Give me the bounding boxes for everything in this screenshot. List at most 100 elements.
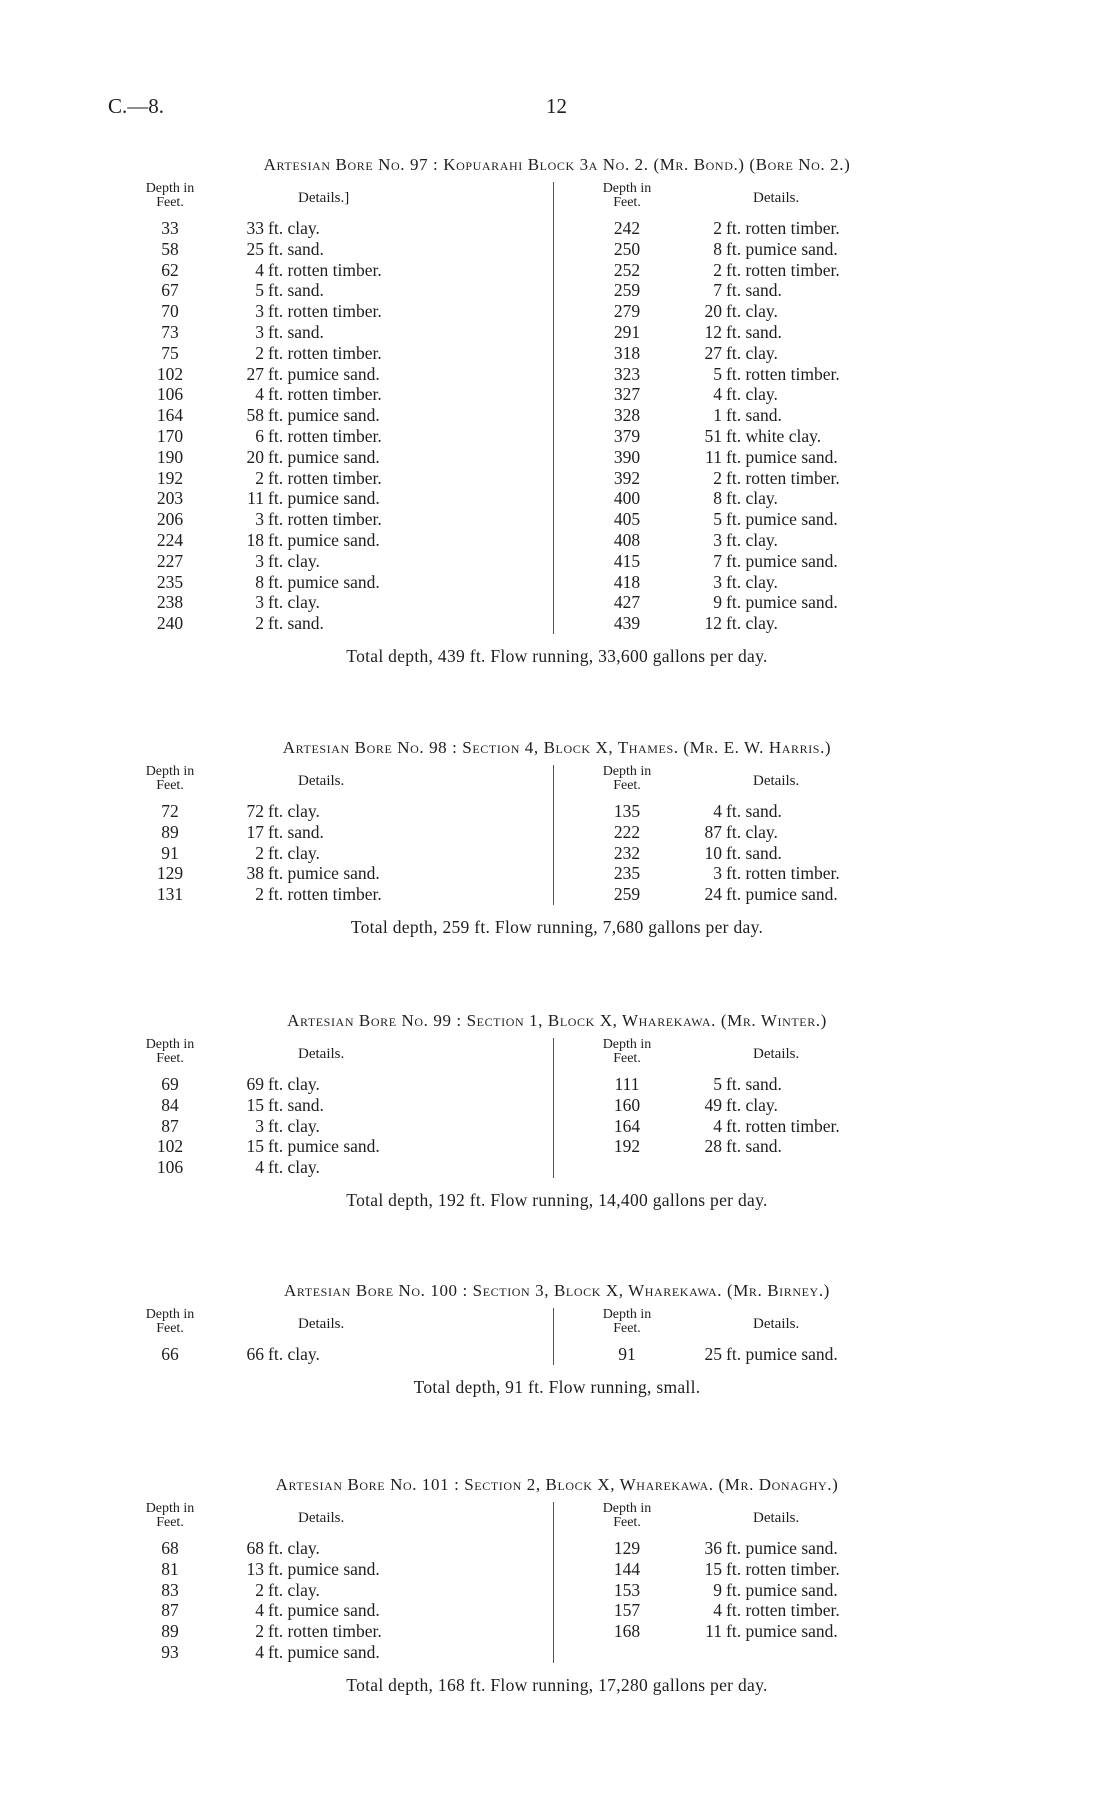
depth-value: 415 — [613, 550, 641, 571]
stratum-description: ft. clay. — [726, 301, 778, 322]
stratum-description: ft. sand. — [726, 322, 782, 342]
thickness-value: 15 — [246, 1094, 265, 1115]
stratum-description: ft. sand. — [726, 842, 782, 863]
thickness-value: 3 — [255, 592, 264, 613]
stratum-description: ft. rotten timber. — [726, 1115, 840, 1136]
stratum-description: ft. clay. — [726, 821, 778, 842]
thickness-value: 68 — [246, 1538, 265, 1558]
thickness-value: 4 — [713, 1600, 722, 1621]
depth-value: 102 — [156, 363, 184, 384]
depth-value: 235 — [613, 863, 641, 884]
depth-value: 68 — [161, 1538, 179, 1558]
thickness-value: 66 — [246, 1344, 265, 1364]
depth-value: 87 — [161, 1115, 179, 1136]
depth-column-header: Depth in Feet. — [592, 1308, 662, 1336]
thickness-value: 5 — [713, 1074, 722, 1094]
thickness-value: 18 — [246, 530, 265, 550]
depth-value: 58 — [161, 238, 179, 259]
thickness-value: 11 — [705, 446, 722, 467]
depth-value: 328 — [613, 405, 641, 426]
stratum-description: ft. clay. — [268, 801, 320, 821]
depth-value: 84 — [161, 1094, 179, 1115]
thickness-value: 7 — [713, 280, 722, 301]
details-column-header: Details.] — [298, 190, 350, 206]
bore-title: Artesian Bore No. 99 : Section 1, Block … — [287, 1011, 827, 1030]
page-number: 12 — [546, 94, 567, 118]
depth-value: 318 — [613, 342, 641, 363]
depth-column-header: Depth in Feet. — [135, 1308, 205, 1336]
details-column-header: Details. — [298, 1510, 345, 1526]
thickness-value: 2 — [255, 1579, 264, 1600]
thickness-value: 17 — [246, 821, 265, 842]
thickness-value: 25 — [246, 238, 265, 259]
stratum-description: ft. rotten timber. — [268, 301, 382, 322]
thickness-value: 10 — [704, 842, 723, 863]
depth-value: 89 — [161, 1621, 179, 1642]
depth-column-header: Depth in Feet. — [135, 765, 205, 793]
depth-value: 157 — [613, 1600, 641, 1621]
depth-value: 153 — [613, 1579, 641, 1600]
depth-value: 69 — [161, 1074, 179, 1094]
depth-value: 400 — [613, 488, 641, 509]
thickness-value: 15 — [704, 1558, 723, 1579]
depth-value: 327 — [613, 384, 641, 405]
stratum-description: ft. pumice sand. — [268, 363, 380, 384]
thickness-value: 15 — [246, 1136, 265, 1157]
column-divider — [553, 182, 554, 634]
bore-summary: Total depth, 192 ft. Flow running, 14,40… — [346, 1190, 768, 1210]
thickness-value: 69 — [246, 1074, 265, 1094]
depth-value: 33 — [161, 218, 179, 238]
thickness-value: 3 — [713, 571, 722, 592]
depth-value: 87 — [161, 1600, 179, 1621]
depth-value: 240 — [156, 613, 184, 634]
thickness-value: 4 — [255, 1157, 264, 1178]
stratum-description: ft. pumice sand. — [726, 550, 838, 571]
thickness-value: 3 — [713, 863, 722, 884]
stratum-description: ft. clay. — [268, 1074, 320, 1094]
thickness-value: 8 — [255, 571, 264, 592]
stratum-description: ft. clay. — [268, 1157, 320, 1178]
stratum-description: ft. rotten timber. — [726, 1558, 840, 1579]
stratum-description: ft. clay. — [726, 342, 778, 363]
depth-value: 323 — [613, 363, 641, 384]
depth-header-line: Feet. — [156, 1051, 184, 1066]
bore-title: Artesian Bore No. 97 : Kopuarahi Block 3… — [263, 155, 851, 174]
stratum-description: ft. pumice sand. — [268, 1558, 380, 1579]
depth-header-line: Depth in — [145, 1037, 195, 1052]
depth-value: 279 — [613, 301, 641, 322]
depth-header-line: Depth in — [145, 1501, 195, 1516]
depth-header-line: Depth in — [602, 181, 652, 196]
bore-summary: Total depth, 259 ft. Flow running, 7,680… — [350, 917, 764, 937]
stratum-description: ft. sand. — [726, 280, 782, 301]
thickness-value: 27 — [246, 363, 265, 384]
depth-value: 164 — [156, 405, 184, 426]
depth-header-line: Depth in — [145, 181, 195, 196]
stratum-description: ft. rotten timber. — [268, 1621, 382, 1642]
stratum-description: ft. pumice sand. — [268, 530, 380, 550]
stratum-description: ft. sand. — [268, 613, 324, 634]
depth-value: 242 — [613, 218, 641, 238]
stratum-description: ft. clay. — [268, 592, 320, 613]
depth-column-header: Depth in Feet. — [592, 1038, 662, 1066]
depth-header-line: Depth in — [602, 1037, 652, 1052]
stratum-description: ft. white clay. — [726, 426, 822, 446]
depth-value: 405 — [613, 509, 641, 530]
page-reference: C.—8. — [108, 94, 165, 118]
bore-summary: Total depth, 439 ft. Flow running, 33,60… — [346, 646, 768, 666]
depth-header-line: Depth in — [602, 764, 652, 779]
depth-header-line: Feet. — [613, 1321, 641, 1336]
depth-header-line: Depth in — [602, 1307, 652, 1322]
stratum-description: ft. rotten timber. — [726, 363, 840, 384]
stratum-description: ft. clay. — [268, 1538, 320, 1558]
stratum-description: ft. rotten timber. — [726, 1600, 840, 1621]
depth-value: 66 — [161, 1344, 179, 1364]
stratum-description: ft. clay. — [268, 1344, 320, 1364]
depth-value: 408 — [613, 530, 641, 550]
stratum-description: ft. clay. — [726, 530, 778, 550]
thickness-value: 2 — [713, 259, 722, 280]
thickness-value: 2 — [255, 884, 264, 905]
depth-value: 192 — [156, 467, 184, 488]
stratum-description: ft. clay. — [726, 613, 778, 634]
stratum-description: ft. clay. — [726, 571, 778, 592]
thickness-value: 36 — [704, 1538, 723, 1558]
